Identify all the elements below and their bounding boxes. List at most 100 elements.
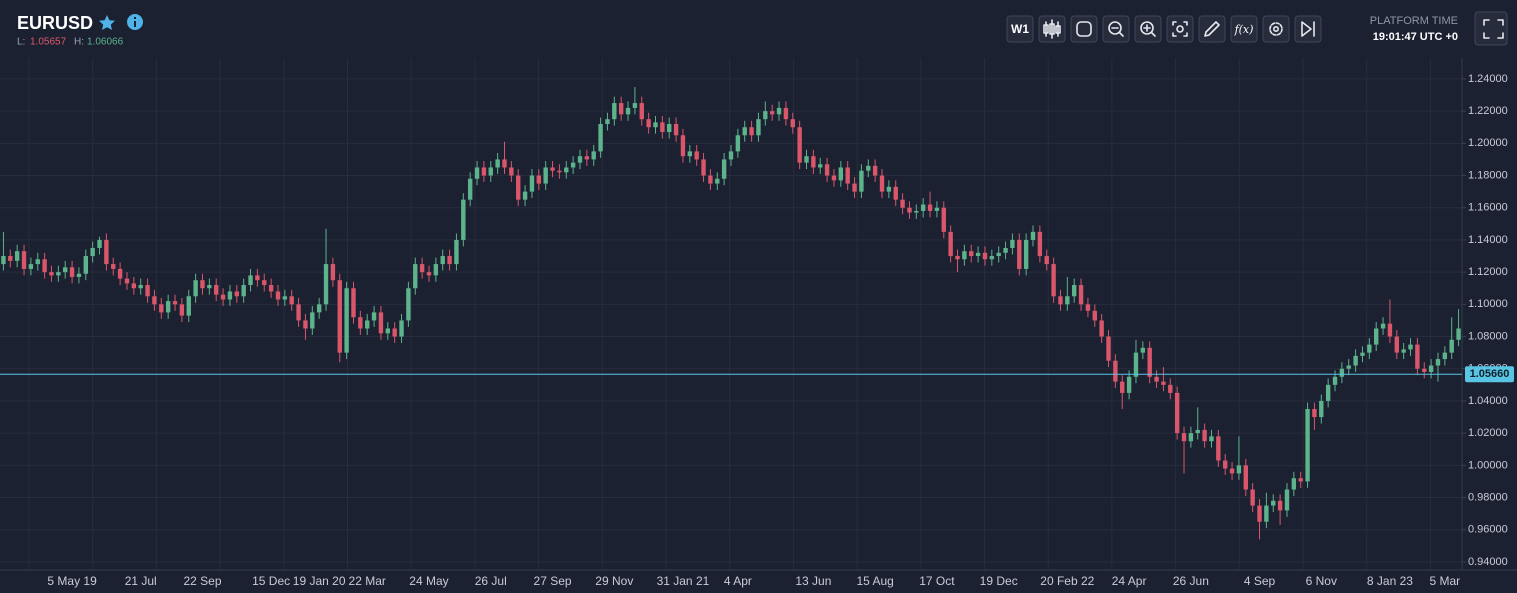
zoom-out-button[interactable] — [1102, 15, 1130, 43]
candle-body — [1202, 429, 1207, 442]
candle-body — [1017, 239, 1022, 269]
gear-icon — [1269, 22, 1283, 36]
candle-body — [76, 273, 82, 277]
x-tick-label: 13 Jun — [795, 574, 831, 588]
candle-body — [1229, 468, 1235, 474]
candle-body — [811, 156, 816, 168]
zoom-in-button[interactable] — [1134, 15, 1162, 43]
draw-button[interactable] — [1198, 15, 1226, 43]
candle-body — [1030, 231, 1036, 240]
candle-body — [419, 264, 425, 273]
zoom-in-glyph — [1143, 24, 1156, 37]
candle-body — [97, 239, 102, 248]
candle-body — [268, 285, 274, 292]
x-tick-label: 24 May — [409, 574, 448, 588]
candle-body — [1181, 433, 1187, 442]
candle-body — [1243, 465, 1248, 490]
candle-body — [886, 186, 892, 192]
indicators-button[interactable] — [1230, 15, 1258, 43]
x-tick-label: 19 Jan 20 — [293, 574, 346, 588]
x-tick-label: 29 Nov — [595, 574, 633, 588]
candle-body — [371, 312, 377, 321]
x-tick-label: 31 Jan 21 — [657, 574, 710, 588]
candle-body — [159, 304, 164, 313]
y-tick-label: 1.22000 — [1468, 105, 1508, 117]
fullscreen-button[interactable] — [1474, 11, 1508, 46]
fullscreen-icon — [1483, 19, 1504, 39]
toolbar: W1 f(x) — [1006, 15, 1322, 43]
candle-body — [1106, 336, 1111, 361]
candle-body — [1271, 500, 1276, 506]
candle-body — [804, 156, 809, 163]
candle-body — [866, 165, 871, 171]
candle-body — [207, 285, 212, 289]
candle-body — [1264, 505, 1269, 522]
platform-time-label: PLATFORM TIME — [1370, 15, 1458, 27]
candle-body — [1312, 408, 1317, 418]
x-tick-label: 4 Sep — [1244, 574, 1276, 588]
candle-body — [570, 162, 576, 168]
candle-body — [1120, 381, 1125, 393]
candle-body — [756, 119, 761, 136]
candle-body — [1078, 285, 1084, 305]
y-tick-label: 0.94000 — [1468, 556, 1508, 568]
candle-body — [557, 170, 562, 173]
candle-body — [914, 210, 919, 213]
candle-body — [1319, 400, 1324, 418]
gear-center — [1273, 25, 1280, 32]
candle-body — [1154, 376, 1159, 382]
candle-body — [879, 175, 885, 192]
timeframe-button[interactable] — [1006, 15, 1034, 43]
candle-body — [1325, 384, 1331, 401]
candle-body — [28, 264, 34, 269]
settings-button[interactable] — [1262, 15, 1290, 43]
candle-body — [625, 107, 631, 115]
candle-body — [1044, 256, 1049, 265]
candle-body — [742, 127, 747, 136]
fit-button[interactable] — [1166, 15, 1194, 43]
y-tick-label: 1.24000 — [1468, 73, 1508, 85]
candle-body — [1401, 349, 1406, 353]
candle-body — [845, 167, 850, 184]
candle-body — [14, 251, 20, 261]
candle-body — [1298, 478, 1303, 482]
candle-body — [934, 207, 940, 211]
candle-body — [138, 285, 143, 289]
candle-body — [447, 256, 452, 265]
candle-body — [63, 267, 68, 273]
candle-body — [612, 103, 617, 120]
candle-body — [1099, 320, 1104, 337]
candle-body — [721, 159, 727, 179]
info-glyph — [134, 17, 136, 19]
candle-body — [323, 264, 329, 305]
candle-body — [1133, 352, 1139, 377]
candle-body — [1161, 381, 1166, 385]
timeframe-label: W1 — [1011, 22, 1029, 36]
candle-body — [467, 178, 473, 200]
candle-body — [598, 124, 603, 152]
candle-body — [975, 252, 981, 257]
shape-button[interactable] — [1070, 15, 1098, 43]
candle-body — [344, 288, 349, 353]
candle-body — [104, 239, 109, 265]
candle-body — [577, 156, 583, 163]
candle-body — [1428, 365, 1434, 372]
candle-body — [255, 275, 260, 281]
candle-body — [591, 151, 596, 160]
candle-body — [117, 268, 123, 279]
candle-body — [49, 272, 54, 276]
x-tick-label: 26 Jul — [475, 574, 507, 588]
candle-body — [1174, 392, 1180, 434]
candle-body — [1277, 500, 1283, 511]
candle-body — [584, 156, 590, 160]
candle-body — [186, 296, 191, 316]
candle-body — [783, 107, 789, 120]
candle-body — [927, 204, 933, 211]
favorite-star[interactable] — [99, 15, 115, 30]
candle-body — [262, 280, 267, 286]
candle-body — [385, 328, 391, 334]
candle-body — [660, 122, 665, 133]
play-button[interactable] — [1294, 15, 1322, 43]
candle-body — [310, 312, 315, 329]
